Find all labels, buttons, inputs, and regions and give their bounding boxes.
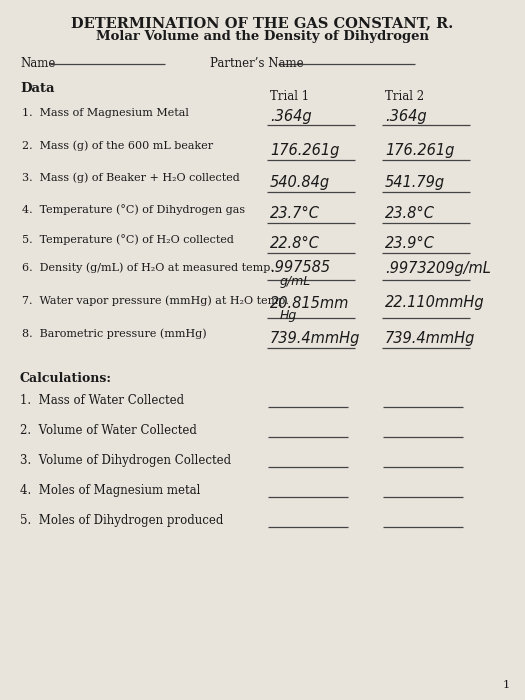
Text: 176.261g: 176.261g xyxy=(385,143,454,158)
Text: 23.9°C: 23.9°C xyxy=(385,237,435,251)
Text: 23.7°C: 23.7°C xyxy=(270,206,320,221)
Text: 176.261g: 176.261g xyxy=(270,143,339,158)
Text: 540.84g: 540.84g xyxy=(270,174,330,190)
Text: 541.79g: 541.79g xyxy=(385,174,445,190)
Text: 1.  Mass of Magnesium Metal: 1. Mass of Magnesium Metal xyxy=(22,108,189,118)
Text: Hg: Hg xyxy=(280,309,297,323)
Text: Partner’s Name: Partner’s Name xyxy=(210,57,303,70)
Text: 22.8°C: 22.8°C xyxy=(270,237,320,251)
Text: Calculations:: Calculations: xyxy=(20,372,112,385)
Text: 2.  Mass (g) of the 600 mL beaker: 2. Mass (g) of the 600 mL beaker xyxy=(22,140,213,150)
Text: 6.  Density (g/mL) of H₂O at measured temp.: 6. Density (g/mL) of H₂O at measured tem… xyxy=(22,262,274,272)
Text: .9973209g/mL: .9973209g/mL xyxy=(385,260,491,276)
Text: 23.8°C: 23.8°C xyxy=(385,206,435,221)
Text: g/mL: g/mL xyxy=(280,274,311,288)
Text: 4.  Moles of Magnesium metal: 4. Moles of Magnesium metal xyxy=(20,484,201,497)
Text: 739.4mmHg: 739.4mmHg xyxy=(385,330,475,346)
Text: Trial 2: Trial 2 xyxy=(385,90,425,103)
Text: 3.  Volume of Dihydrogen Collected: 3. Volume of Dihydrogen Collected xyxy=(20,454,231,467)
Text: Molar Volume and the Density of Dihydrogen: Molar Volume and the Density of Dihydrog… xyxy=(96,30,428,43)
Text: 739.4mmHg: 739.4mmHg xyxy=(270,330,360,346)
Text: Name: Name xyxy=(20,57,55,70)
Text: DETERMINATION OF THE GAS CONSTANT, R.: DETERMINATION OF THE GAS CONSTANT, R. xyxy=(71,16,453,30)
Text: Data: Data xyxy=(20,82,55,95)
Text: .364g: .364g xyxy=(385,108,427,123)
Text: .997585: .997585 xyxy=(270,260,330,276)
Text: 2.  Volume of Water Collected: 2. Volume of Water Collected xyxy=(20,424,197,437)
Text: 5.  Moles of Dihydrogen produced: 5. Moles of Dihydrogen produced xyxy=(20,514,223,527)
Text: Trial 1: Trial 1 xyxy=(270,90,310,103)
Text: .364g: .364g xyxy=(270,108,312,123)
Text: 7.  Water vapor pressure (mmHg) at H₂O temp.: 7. Water vapor pressure (mmHg) at H₂O te… xyxy=(22,295,289,306)
Text: 1: 1 xyxy=(503,680,510,690)
Text: 8.  Barometric pressure (mmHg): 8. Barometric pressure (mmHg) xyxy=(22,328,207,339)
Text: 20.815mm: 20.815mm xyxy=(270,295,349,311)
Text: 1.  Mass of Water Collected: 1. Mass of Water Collected xyxy=(20,394,184,407)
Text: 5.  Temperature (°C) of H₂O collected: 5. Temperature (°C) of H₂O collected xyxy=(22,234,234,245)
Text: 22.110mmHg: 22.110mmHg xyxy=(385,295,485,311)
Text: 3.  Mass (g) of Beaker + H₂O collected: 3. Mass (g) of Beaker + H₂O collected xyxy=(22,172,240,183)
Text: 4.  Temperature (°C) of Dihydrogen gas: 4. Temperature (°C) of Dihydrogen gas xyxy=(22,204,245,215)
